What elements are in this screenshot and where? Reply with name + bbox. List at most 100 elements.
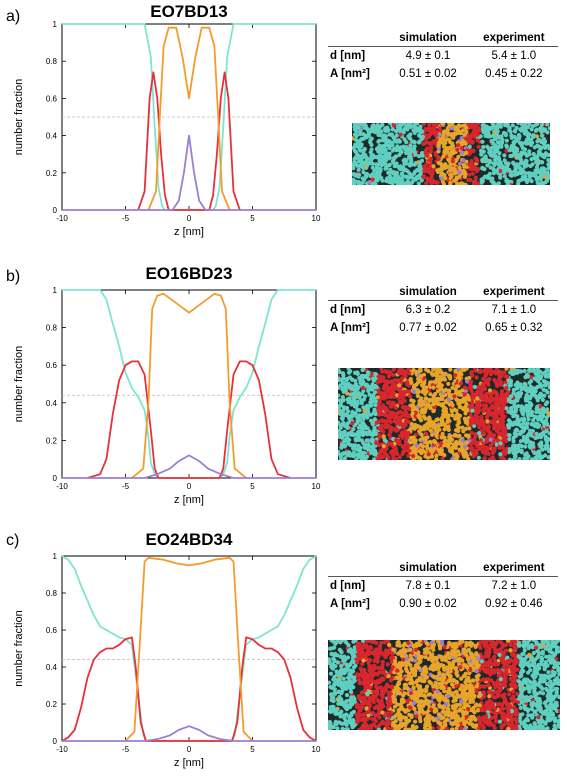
bead <box>411 403 415 407</box>
bead <box>379 168 383 172</box>
y-tick-label: 0.6 <box>46 94 58 103</box>
bead <box>538 370 542 374</box>
bead <box>544 402 548 406</box>
bead <box>440 171 444 175</box>
bead <box>540 134 544 138</box>
bead <box>527 409 531 413</box>
bead <box>424 670 428 674</box>
bead <box>341 386 345 390</box>
bead <box>415 175 419 179</box>
bead <box>461 140 465 144</box>
bead <box>356 452 360 456</box>
bead <box>523 382 527 386</box>
bead <box>441 402 445 406</box>
bead <box>370 387 374 391</box>
bead <box>359 379 363 383</box>
experiment-value: 0.45 ± 0.22 <box>470 65 558 83</box>
bead <box>533 145 537 149</box>
bead <box>475 396 479 400</box>
bead <box>483 387 487 391</box>
bead <box>379 449 383 453</box>
membrane-snapshot-image <box>338 368 550 460</box>
bead <box>399 151 403 155</box>
bead <box>365 135 369 139</box>
bead <box>433 401 437 405</box>
bead <box>371 166 375 170</box>
bead <box>464 151 468 155</box>
bead <box>495 395 499 399</box>
row-label: A [nm²] <box>328 65 386 83</box>
bead <box>484 449 488 453</box>
bead <box>339 399 343 403</box>
bead <box>403 372 407 376</box>
bead <box>477 431 481 435</box>
bead <box>457 170 461 174</box>
bead <box>409 398 413 402</box>
bead <box>468 423 472 427</box>
bead <box>381 392 385 396</box>
bead <box>509 379 513 383</box>
bead <box>525 154 529 158</box>
bead <box>464 126 468 130</box>
bead <box>508 433 512 437</box>
bead <box>357 147 361 151</box>
bead <box>378 400 382 404</box>
bead <box>376 395 380 399</box>
bead <box>463 411 467 415</box>
bead <box>397 383 401 387</box>
bead <box>399 410 403 414</box>
bead <box>526 434 530 438</box>
bead <box>407 147 411 151</box>
bead <box>356 175 360 179</box>
bead <box>398 146 402 150</box>
bead <box>418 161 422 165</box>
bead <box>443 378 447 382</box>
bead <box>387 715 391 719</box>
bead <box>438 126 442 130</box>
bead <box>501 426 505 430</box>
bead <box>354 134 358 138</box>
bead <box>514 428 518 432</box>
bead <box>478 403 482 407</box>
bead <box>475 159 479 163</box>
bead <box>391 373 395 377</box>
bead <box>340 431 344 435</box>
y-tick-label: 0.8 <box>46 324 58 333</box>
bead <box>512 436 516 440</box>
bead <box>498 423 502 427</box>
bead <box>470 409 474 413</box>
bead <box>398 140 402 144</box>
bead <box>354 437 358 441</box>
bead <box>440 435 444 439</box>
bead <box>411 411 415 415</box>
bead <box>512 451 516 455</box>
bead <box>505 656 509 660</box>
bead <box>389 425 393 429</box>
bead <box>406 169 410 173</box>
table-row: d [nm] 7.8 ± 0.1 7.2 ± 1.0 <box>328 577 558 596</box>
bead <box>371 422 375 426</box>
simulation-value: 4.9 ± 0.1 <box>386 47 469 66</box>
bead <box>409 157 413 161</box>
experiment-value: 0.65 ± 0.32 <box>470 319 558 337</box>
bead <box>486 174 490 178</box>
bead <box>475 391 479 395</box>
bead <box>485 425 489 429</box>
series-line-1 <box>62 290 316 478</box>
y-tick-label: 0.2 <box>46 436 58 445</box>
bead <box>515 692 519 696</box>
bead <box>380 179 384 183</box>
bead <box>534 129 538 133</box>
bead <box>403 407 407 411</box>
bead <box>458 124 462 128</box>
bead <box>461 158 465 162</box>
bead <box>521 161 525 165</box>
bead <box>442 389 446 393</box>
bead <box>468 151 472 155</box>
bead <box>539 384 543 388</box>
bead <box>339 455 343 459</box>
bead <box>528 686 532 690</box>
bead <box>468 178 472 182</box>
bead <box>530 141 534 145</box>
x-tick-label: 0 <box>187 745 192 754</box>
